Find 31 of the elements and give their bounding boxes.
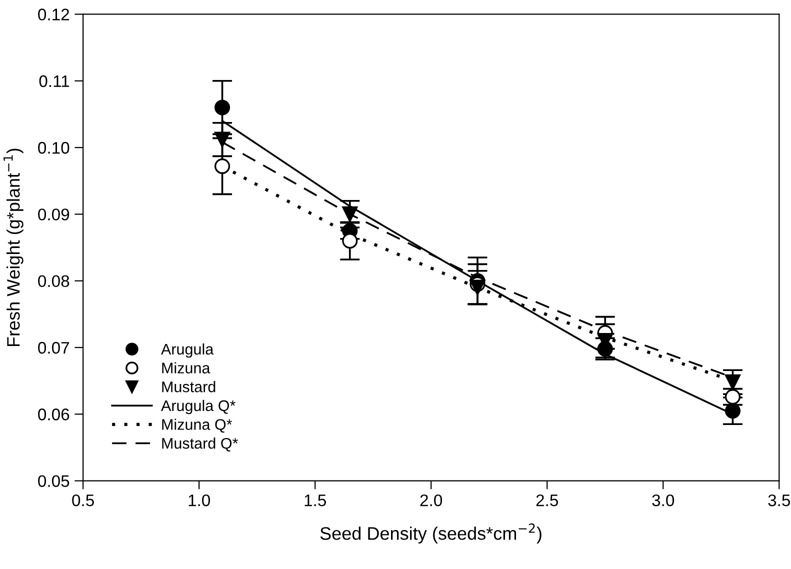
x-tick-label: 1.5: [304, 494, 326, 506]
legend-label: Mizuna Q*: [162, 418, 232, 433]
point: [342, 233, 358, 249]
y-tick-label: 0.09: [38, 208, 70, 220]
x-tick-label: 1.0: [188, 494, 210, 506]
point: [470, 280, 486, 296]
legend-label: Mustard Q*: [162, 438, 238, 452]
point: [214, 132, 230, 148]
y-tick-label: 0.10: [38, 142, 70, 154]
legend-label: Mizuna: [162, 362, 210, 374]
point: [724, 403, 741, 419]
legend-label: Arugula Q*: [161, 400, 236, 414]
x-tick-label: 0.5: [72, 494, 94, 506]
point: [214, 158, 230, 174]
x-tick-label: 3.0: [652, 494, 674, 506]
x-axis-title: Seed Density (seeds*cm$^{−2}$): [320, 523, 542, 544]
y-tick-label: 0.12: [38, 8, 70, 20]
x-tick-label: 2.0: [420, 494, 442, 506]
y-tick-label: 0.11: [39, 75, 70, 88]
x-tick-label: 3.5: [768, 494, 790, 506]
y-tick-label: 0.08: [38, 275, 70, 288]
y-tick-label: 0.05: [38, 475, 70, 488]
legend-label: Mustard: [162, 381, 216, 392]
x-tick-label: 2.5: [536, 494, 558, 506]
y-tick-label: 0.07: [38, 342, 70, 354]
legend-label: Arugula: [161, 343, 214, 358]
point: [214, 100, 230, 116]
point: [724, 374, 741, 390]
y-axis-title: Fresh Weight (g*plant$^{−1}$): [3, 148, 24, 346]
point: [342, 206, 358, 222]
y-tick-label: 0.06: [38, 408, 70, 420]
